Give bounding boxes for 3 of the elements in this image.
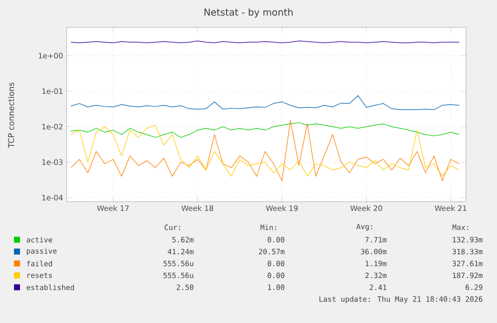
line-series xyxy=(70,122,460,138)
y-axis-title: TCP connections xyxy=(8,82,14,148)
chart-title: Netstat - by month xyxy=(204,8,293,18)
